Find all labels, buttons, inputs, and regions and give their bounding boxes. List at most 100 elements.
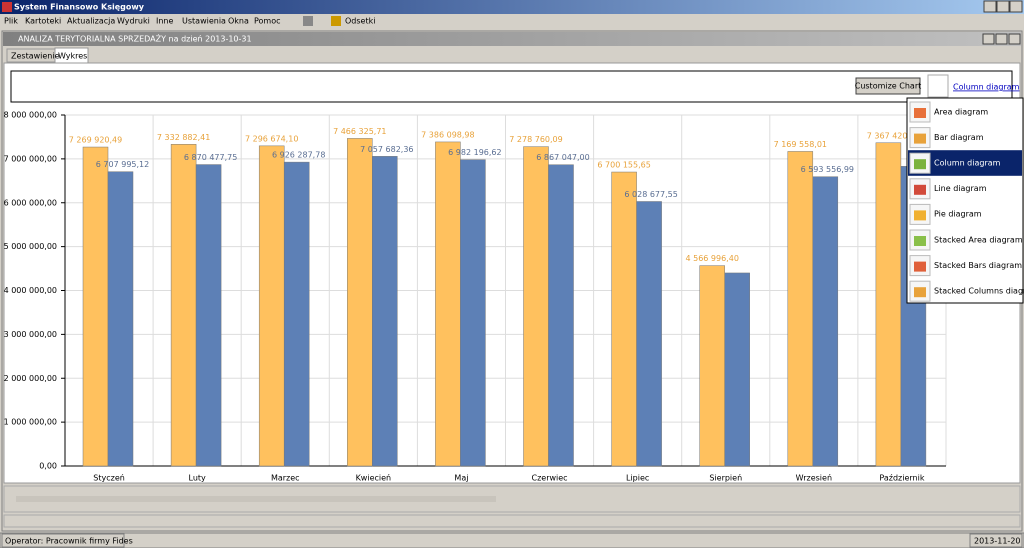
status-bar: [0, 532, 1024, 548]
window-controls[interactable]: [983, 0, 1023, 13]
y-tick-label: 4 000 000,00: [4, 286, 57, 295]
diagram-link[interactable]: Column diagram: [953, 83, 1020, 92]
bar: [724, 272, 750, 467]
status-cell: [1, 533, 125, 548]
menu-item[interactable]: Stacked Bars diagram: [934, 261, 1022, 270]
menu-item-icon-glyph[interactable]: [914, 108, 926, 118]
menu-item[interactable]: Stacked Area diagram: [934, 235, 1023, 244]
status-operator: Operator: Pracownik firmy Fides: [5, 537, 133, 546]
x-tick-label: Sierpień: [709, 474, 742, 483]
y-tick-label: 3 000 000,00: [4, 330, 57, 339]
bar: [611, 171, 637, 467]
y-tick-label: 6 000 000,00: [4, 198, 57, 207]
value-label: 7 278 760,09: [509, 135, 562, 144]
window-title: System Finansowo Księgowy: [14, 3, 145, 12]
y-tick-label: 2 000 000,00: [4, 374, 57, 383]
menu-item-icon-glyph[interactable]: [914, 210, 926, 221]
menu-item-icon-glyph[interactable]: [914, 287, 926, 298]
menu-item[interactable]: Okna: [228, 17, 249, 26]
bar: [435, 141, 461, 467]
value-label: 7 169 558,01: [774, 140, 827, 149]
maximize-button[interactable]: [996, 0, 1010, 13]
menu-item[interactable]: Bar diagram: [934, 133, 984, 142]
menu-item[interactable]: Wydruki: [117, 17, 150, 26]
menu-item[interactable]: Odsetki: [345, 17, 375, 26]
document-title: ANALIZA TERYTORIALNA SPRZEDAŻY na dzień …: [18, 34, 252, 44]
x-tick-label: Luty: [189, 474, 207, 483]
menu-item[interactable]: Kartoteki: [25, 17, 61, 26]
odsetki-icon[interactable]: [331, 16, 341, 26]
menu-item[interactable]: Inne: [156, 17, 174, 26]
menu-item[interactable]: Aktualizacja: [67, 17, 115, 26]
bar: [283, 161, 310, 467]
doc-close[interactable]: [1008, 33, 1021, 45]
bar: [523, 146, 549, 467]
status-cell: [969, 533, 1023, 548]
menu-item-icon-glyph[interactable]: [914, 184, 926, 195]
value-label: 6 707 995,12: [96, 160, 149, 169]
menu-item[interactable]: Column diagram: [934, 159, 1001, 168]
tab-label[interactable]: Wykres: [58, 52, 87, 61]
button-label[interactable]: Customize Chart: [855, 82, 922, 91]
diagram-icon[interactable]: [927, 74, 949, 98]
menu-item-icon-glyph[interactable]: [914, 159, 926, 170]
menu-item-icon-glyph[interactable]: [914, 236, 926, 246]
y-tick-label: 5 000 000,00: [4, 242, 57, 251]
bar: [548, 164, 574, 467]
value-label: 7 466 325,71: [333, 127, 386, 136]
bar: [636, 201, 662, 467]
scroll-area: [3, 514, 1021, 528]
x-tick-label: Czerwiec: [532, 474, 568, 483]
value-label: 6 982 196,62: [448, 148, 501, 157]
calculator-icon[interactable]: [303, 16, 313, 26]
menu-item[interactable]: Ustawienia: [182, 17, 226, 26]
x-tick-label: Styczeń: [93, 474, 125, 483]
menu-bar: Plik Kartoteki Aktualizacja Wydruki Inne Usta…: [4, 17, 375, 26]
y-tick-label: 0,00: [39, 462, 57, 471]
blurred-text: [16, 496, 496, 502]
document-title-bar: [3, 32, 1021, 46]
y-tick-label: 7 000 000,00: [4, 154, 57, 163]
chart: 0,00 1 000 000,00 2 000 000,00 3 000 000,00…: [4, 111, 947, 483]
minimize-button[interactable]: [983, 0, 997, 13]
bar: [170, 144, 197, 467]
bar: [460, 159, 486, 467]
value-label: 7 332 882,41: [157, 133, 210, 142]
doc-minimize[interactable]: [982, 33, 995, 45]
x-tick-label: Październik: [879, 474, 924, 483]
bar: [258, 145, 285, 467]
bar: [82, 146, 109, 467]
menu-item[interactable]: Line diagram: [934, 184, 987, 193]
x-tick-label: Kwiecień: [356, 474, 392, 483]
status-date: 2013-11-20: [974, 537, 1021, 546]
menu-item[interactable]: Stacked Columns diagram: [934, 287, 1024, 296]
menu-item[interactable]: Area diagram: [934, 107, 988, 116]
bar: [347, 138, 373, 467]
value-label: 7 367 420,: [867, 131, 910, 140]
close-button[interactable]: [1009, 0, 1023, 13]
value-label: 6 028 677,55: [624, 190, 677, 199]
tab-label[interactable]: Zestawienie: [11, 52, 60, 61]
value-label: 6 700 155,65: [597, 161, 650, 170]
bar: [107, 171, 134, 467]
menu-item[interactable]: Plik: [4, 17, 18, 26]
doc-maximize[interactable]: [995, 33, 1008, 45]
diagram-menu: Area diagram Bar diagram Column diagram Lin…: [906, 97, 1024, 304]
customize-button[interactable]: [855, 77, 921, 95]
value-label: 7 269 920,49: [69, 136, 122, 145]
bar: [812, 176, 839, 467]
bar: [787, 151, 814, 467]
toolbar: [10, 70, 1013, 103]
x-tick-label: Marzec: [271, 474, 300, 483]
menu-item-icon-glyph[interactable]: [914, 133, 926, 144]
x-tick-label: Maj: [454, 474, 468, 483]
value-label: 6 867 047,00: [536, 153, 589, 162]
menu-item[interactable]: Pie diagram: [934, 210, 982, 219]
menu-item[interactable]: Pomoc: [254, 17, 281, 26]
bar: [699, 265, 725, 467]
x-tick-label: Wrzesień: [796, 474, 832, 483]
value-label: 7 386 098,98: [421, 130, 474, 139]
menu-item-icon-glyph[interactable]: [914, 261, 926, 272]
